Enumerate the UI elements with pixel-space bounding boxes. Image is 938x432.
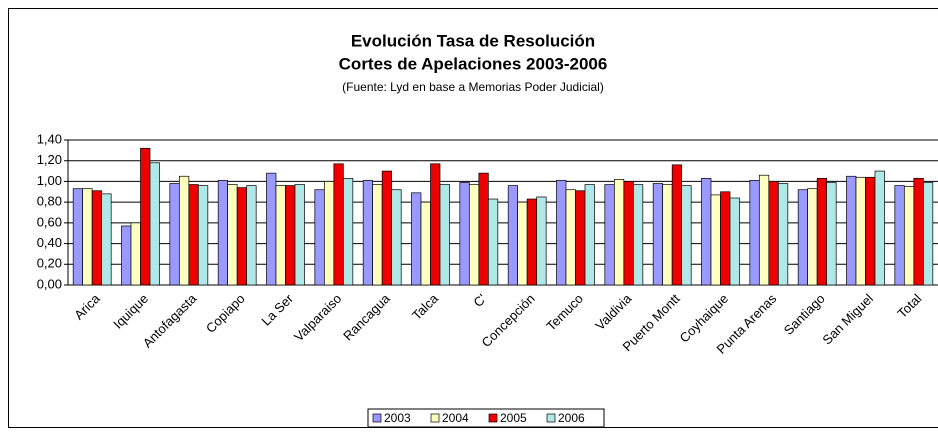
- bar: [681, 185, 692, 286]
- legend-label: 2004: [442, 411, 469, 425]
- bar: [729, 197, 740, 286]
- bar: [816, 177, 828, 286]
- bar: [140, 147, 151, 286]
- bar: [922, 182, 934, 286]
- legend-swatch: [372, 413, 382, 423]
- y-tick-label: 1,40: [37, 131, 62, 146]
- bar: [72, 188, 84, 286]
- legend-label: 2003: [384, 411, 411, 425]
- bar: [285, 185, 296, 286]
- bar: [294, 184, 305, 286]
- bar: [632, 184, 644, 286]
- bar: [826, 182, 837, 286]
- bar: [362, 180, 374, 286]
- legend-swatch: [488, 413, 498, 423]
- bar: [797, 189, 809, 286]
- bar: [846, 175, 857, 286]
- bar: [217, 180, 229, 286]
- bar: [507, 185, 519, 286]
- bar: [768, 181, 779, 286]
- legend-swatch: [546, 413, 556, 423]
- bar: [468, 184, 480, 286]
- bar: [604, 184, 615, 286]
- chart-source: (Fuente: Lyd en base a Memorias Poder Ju…: [342, 80, 604, 94]
- bar: [575, 190, 586, 286]
- bar: [613, 179, 625, 286]
- bar: [913, 177, 924, 286]
- bar: [758, 174, 770, 286]
- bar: [777, 183, 789, 286]
- bar: [517, 201, 528, 286]
- bar: [584, 184, 595, 286]
- bar: [275, 185, 286, 286]
- bar: [652, 183, 664, 286]
- bar: [903, 186, 915, 286]
- y-tick-label: 0,00: [37, 276, 62, 291]
- bar: [710, 194, 721, 286]
- bar: [227, 184, 238, 286]
- bar: [314, 189, 325, 286]
- bar: [855, 176, 866, 286]
- bar: [565, 189, 576, 286]
- bar: [121, 225, 132, 286]
- bar: [459, 182, 470, 286]
- bar: [874, 170, 885, 286]
- bar: [169, 183, 180, 286]
- bar: [478, 172, 489, 286]
- legend-swatch: [430, 413, 440, 423]
- bar: [323, 181, 335, 286]
- bar: [411, 192, 422, 286]
- bar: [266, 172, 277, 286]
- bar: [556, 180, 567, 286]
- chart-title: Evolución Tasa de Resolución: [351, 31, 595, 50]
- bar: [671, 164, 683, 286]
- bar: [130, 222, 141, 286]
- bar: [101, 193, 112, 286]
- chart-subtitle: Cortes de Apelaciones 2003-2006: [339, 54, 608, 73]
- y-tick-label: 1,20: [37, 152, 62, 167]
- bar: [178, 175, 190, 286]
- bar: [333, 163, 344, 286]
- bar: [246, 185, 257, 286]
- bar: [749, 180, 760, 286]
- bar: [197, 185, 209, 286]
- bar: [807, 188, 818, 286]
- bar: [894, 185, 905, 286]
- bar: [536, 196, 547, 286]
- bar: [91, 190, 103, 286]
- bar: [865, 176, 876, 286]
- y-tick-label: 0,40: [37, 235, 62, 250]
- bar: [188, 184, 199, 286]
- legend-label: 2006: [558, 411, 585, 425]
- bar: [372, 184, 383, 286]
- bar: [623, 181, 634, 286]
- bar: [236, 187, 248, 286]
- bar: [439, 184, 450, 286]
- y-tick-label: 0,80: [37, 194, 62, 209]
- bar: [342, 177, 354, 286]
- bar: [430, 163, 441, 286]
- legend-label: 2005: [500, 411, 527, 425]
- legend-box: [367, 408, 605, 428]
- bar: [526, 198, 538, 286]
- y-tick-label: 0,20: [37, 256, 62, 271]
- bar: [149, 162, 160, 286]
- bar: [82, 188, 93, 286]
- bar: [701, 177, 712, 286]
- y-tick-label: 1,00: [37, 173, 62, 188]
- y-tick-label: 0,60: [37, 214, 62, 229]
- bar: [662, 184, 673, 286]
- bar: [420, 201, 431, 286]
- bar: [720, 191, 731, 286]
- bar: [391, 189, 402, 286]
- bar: [487, 198, 499, 286]
- bar: [381, 170, 393, 286]
